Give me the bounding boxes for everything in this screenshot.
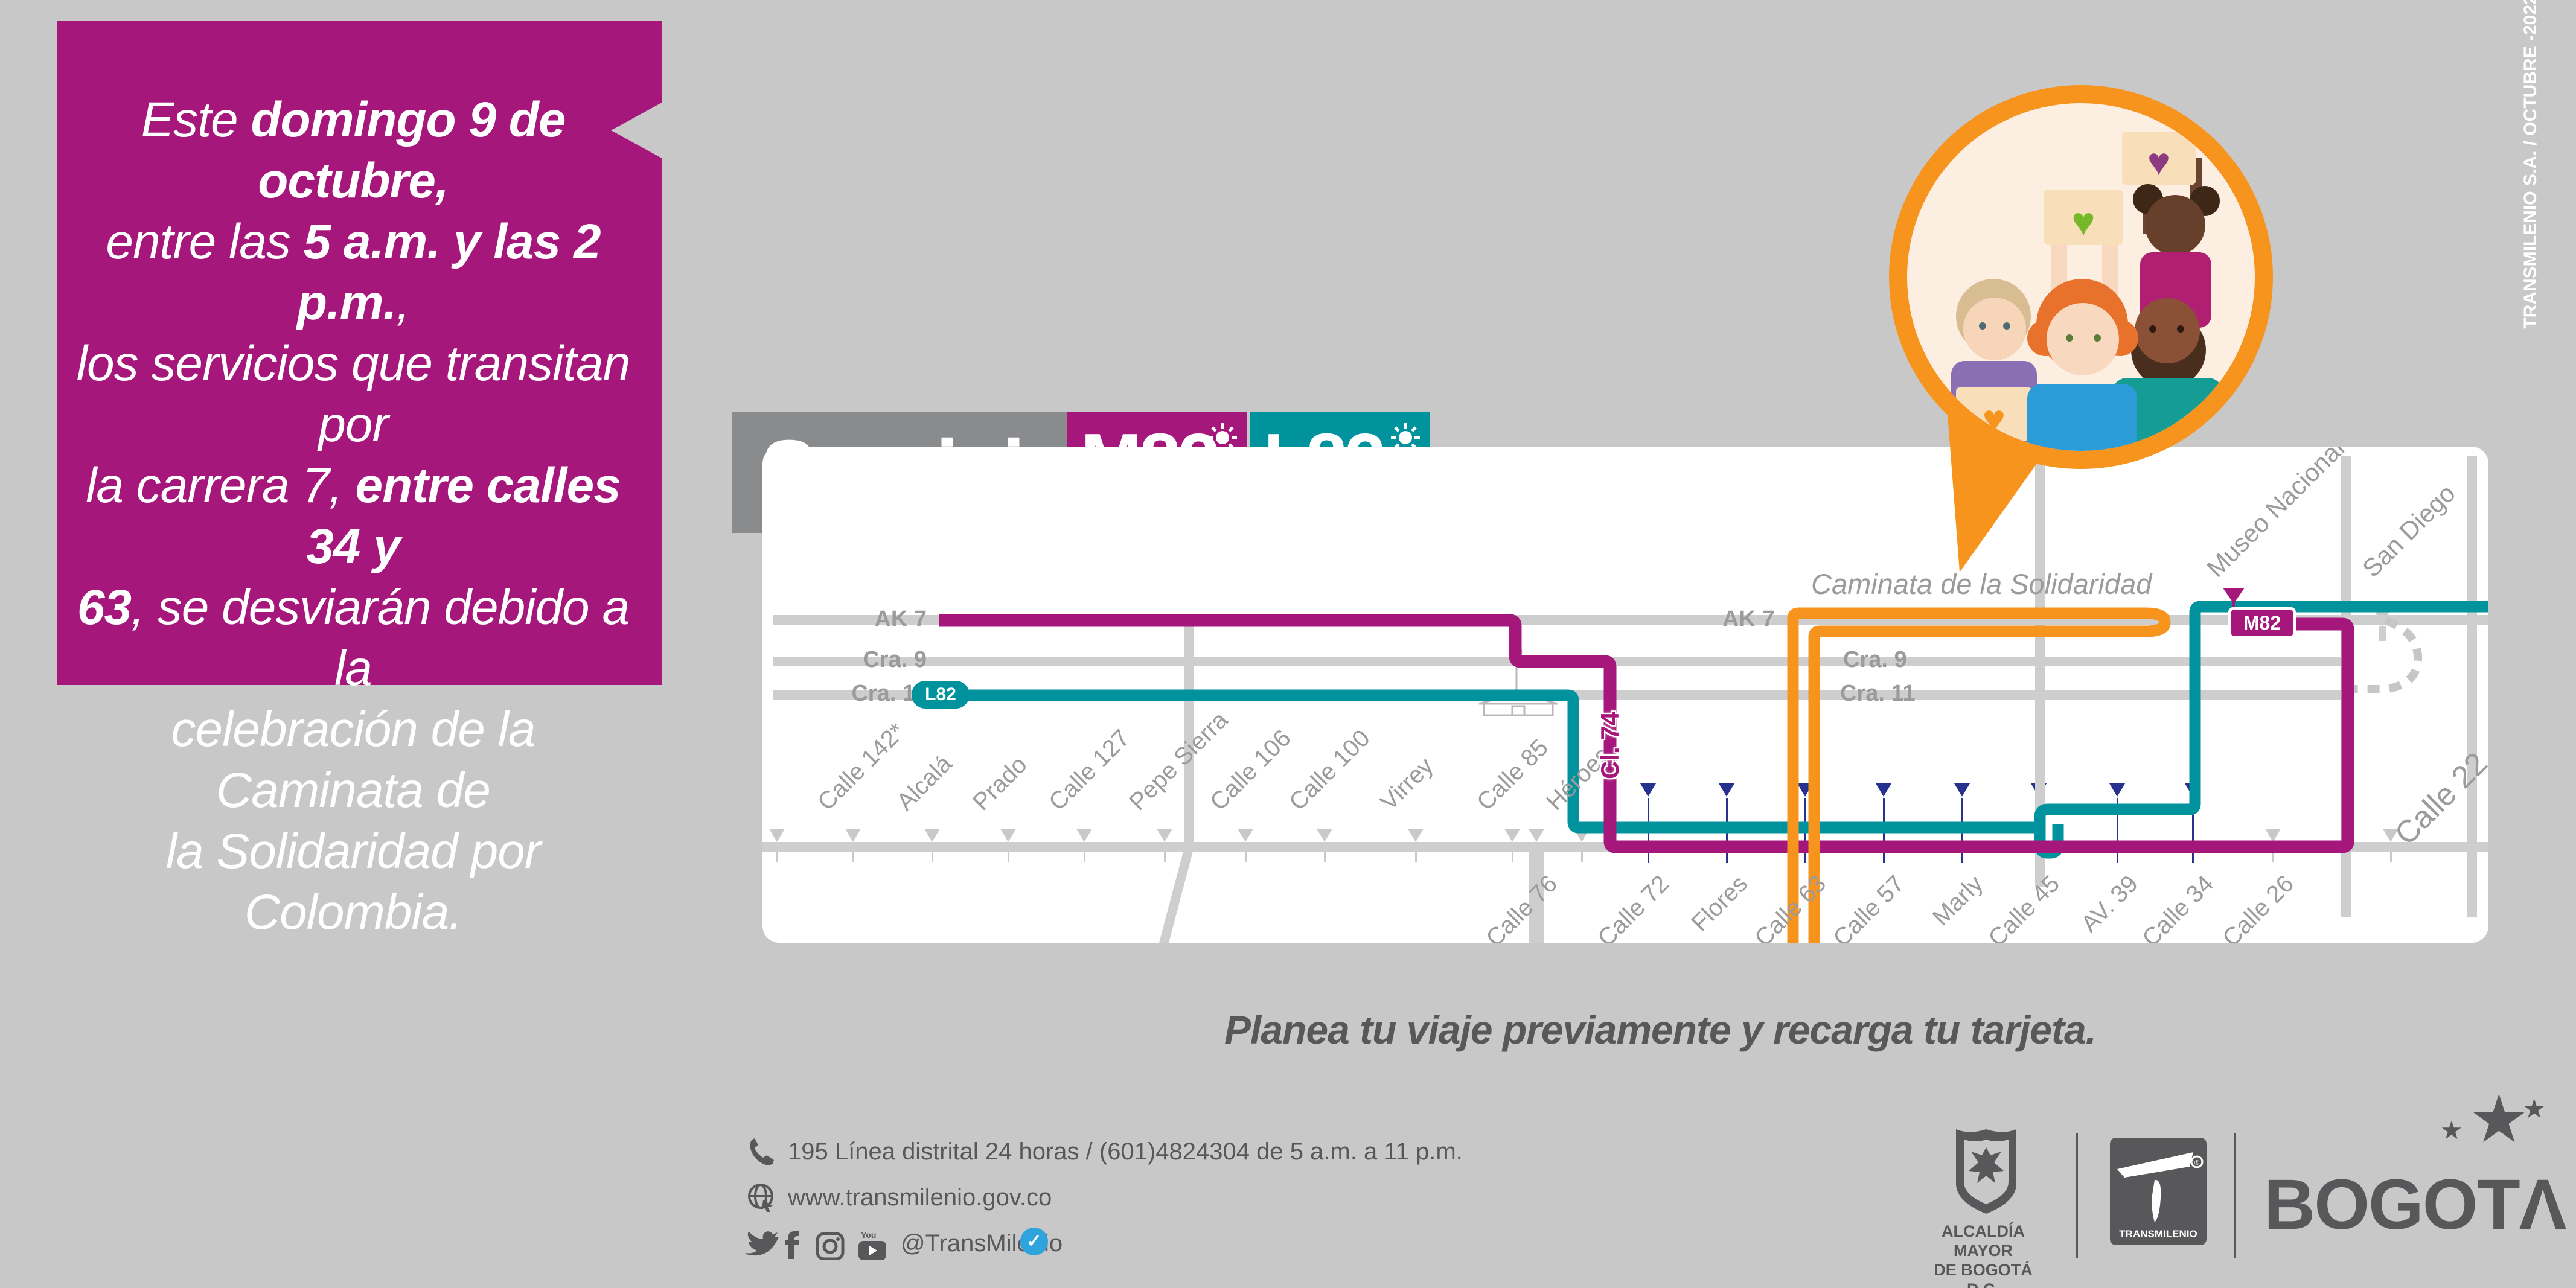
phone-icon: [750, 1138, 774, 1165]
svg-text:♥: ♥: [2147, 140, 2170, 183]
sun-icon: [1207, 422, 1238, 456]
announcement-line: Este domingo 9 de octubre,: [141, 92, 566, 208]
facebook-icon: [785, 1231, 799, 1259]
station-marker-stem: [2272, 852, 2274, 862]
transmilenio-caption: TRANSMILENIO: [2119, 1228, 2197, 1240]
station-marker-icon: [1408, 829, 1424, 842]
m82-route-badge: M82: [2228, 607, 2296, 639]
bogota-wordmark: BOGOTΛ: [2264, 1165, 2566, 1245]
verified-badge-icon: ✓: [1020, 1228, 1048, 1255]
tagline: Planea tu viaje previamente y recarga tu…: [1224, 1007, 2097, 1052]
street-label: Cra. 9: [1843, 647, 1907, 672]
youtube-icon: You: [858, 1230, 886, 1260]
credit-vertical-text: TRANSMILENIO S.A. / OCTUBRE -2022: [2520, 0, 2540, 329]
station-marker-stem: [1245, 852, 1247, 862]
station-marker-icon: [769, 829, 785, 842]
announcement-panel: [57, 21, 662, 685]
announcement-line: entre las 5 a.m. y las 2 p.m.,: [106, 214, 601, 330]
announcement-line: la Solidaridad por Colombia.: [165, 824, 541, 940]
station-marker-icon: [2265, 829, 2281, 842]
street-label: AK 7: [1722, 607, 1775, 632]
web-icon: [748, 1184, 773, 1212]
phone-line: 195 Línea distrital 24 horas / (601)4824…: [788, 1138, 1463, 1165]
station-marker-stem: [1084, 852, 1085, 862]
station-marker-stem: [932, 852, 933, 862]
station-marker-stem: [1324, 852, 1326, 862]
announcement-text: Este domingo 9 de octubre, entre las 5 a.…: [72, 89, 634, 943]
station-marker-icon: [1529, 829, 1544, 842]
station-marker-icon: [1238, 829, 1253, 842]
cl74-street-label: Cl. 74: [1596, 711, 1624, 780]
twitter-icon: [745, 1231, 779, 1256]
active-station-marker-icon: [1719, 783, 1734, 797]
active-station-marker-stem: [2117, 798, 2118, 863]
map-canvas: [762, 456, 2488, 943]
route-m82-line: [939, 614, 2354, 853]
instagram-icon: [816, 1232, 845, 1260]
station-marker-icon: [1000, 829, 1016, 842]
station-marker-stem: [1581, 852, 1583, 862]
station-marker-icon: [1317, 829, 1332, 842]
star-icon: ★: [2440, 1116, 2463, 1144]
station-marker-icon: [924, 829, 940, 842]
solidarity-people-illustration: ♥ ♥ ♥: [1889, 85, 2273, 572]
station-marker-icon: [845, 829, 861, 842]
station-marker-stem: [776, 852, 778, 862]
station-marker-stem: [1415, 852, 1417, 862]
active-station-marker-stem: [2192, 798, 2194, 863]
logo-divider: [2076, 1133, 2078, 1258]
website-link[interactable]: www.transmilenio.gov.co: [788, 1184, 1052, 1211]
active-station-marker-icon: [1640, 783, 1656, 797]
station-marker-stem: [2390, 852, 2392, 862]
announcement-line: celebración de la Caminata de: [171, 702, 536, 818]
active-station-marker-icon: [1876, 783, 1891, 797]
station-marker-icon: [1504, 829, 1520, 842]
l82-start-pill: L82: [912, 681, 970, 709]
announcement-line: la carrera 7, entre calles 34 y: [86, 458, 621, 574]
social-icons[interactable]: You: [744, 1229, 889, 1260]
sun-icon: [1390, 422, 1421, 456]
station-marker-stem: [852, 852, 854, 862]
station-marker-stem: [1512, 852, 1513, 862]
panel-notch-arrow: [611, 102, 663, 159]
station-marker-icon: [1076, 829, 1092, 842]
street-label: AK 7: [874, 607, 927, 632]
street-label: Cra. 9: [863, 647, 927, 672]
station-marker-icon: [2383, 829, 2399, 842]
event-walk-route: [1787, 607, 2171, 943]
active-station-marker-icon: [2109, 783, 2125, 797]
dashed-detour-road: [2353, 616, 2423, 693]
svg-text:♥: ♥: [2071, 199, 2095, 244]
announcement-line: 63, se desviarán debido a la: [77, 580, 630, 696]
svg-text:®: ®: [2194, 1159, 2199, 1167]
svg-text:You: You: [861, 1230, 876, 1240]
announcement-line: los servicios que transitan por: [76, 336, 630, 452]
transmilenio-logo: ® TRANSMILENIO: [2110, 1138, 2207, 1245]
active-station-marker-icon: [1954, 783, 1970, 797]
station-marker-icon: [1157, 829, 1172, 842]
event-label: Caminata de la Solidaridad: [1811, 568, 2152, 600]
star-icon: ★: [2469, 1082, 2529, 1156]
route-map: AK 7 Cra. 9 Cra. 11 AK 7 Cra. 9 Cra. 11 Calle …: [762, 447, 2488, 943]
station-marker-stem: [1008, 852, 1009, 862]
alcaldia-crest-logo: [1956, 1129, 2016, 1214]
street-label: Cra. 11: [1840, 681, 1916, 706]
station-marker-stem: [1164, 852, 1166, 862]
star-icon: ★: [2522, 1094, 2546, 1124]
logo-divider: [2234, 1133, 2236, 1258]
